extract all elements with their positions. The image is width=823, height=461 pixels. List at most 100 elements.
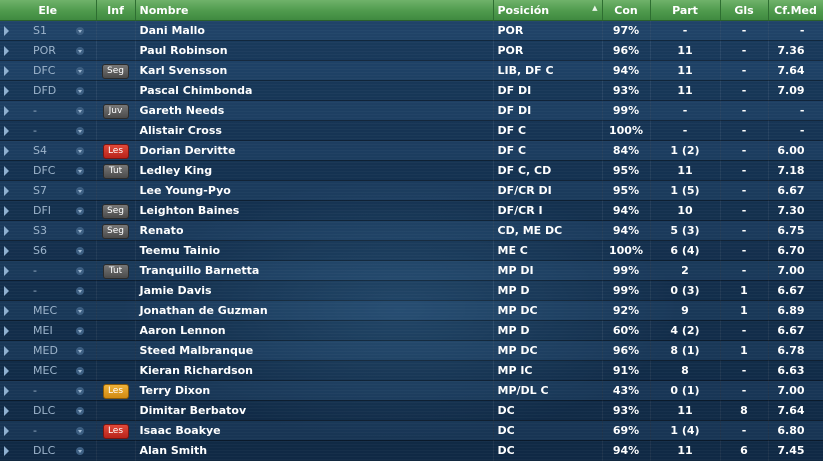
player-name[interactable]: Gareth Needs [135,100,494,121]
dropdown-icon[interactable] [76,287,84,295]
dropdown-icon[interactable] [76,87,84,95]
col-header-cfmed[interactable]: Cf.Med [768,0,823,21]
player-name[interactable]: Jamie Davis [135,280,494,301]
player-name[interactable]: Kieran Richardson [135,360,494,381]
dropdown-icon[interactable] [76,267,84,275]
player-name[interactable]: Terry Dixon [135,380,494,401]
selection-cell[interactable]: - [0,280,97,301]
player-name[interactable]: Lee Young-Pyo [135,180,494,201]
expand-triangle-icon[interactable] [4,106,9,116]
selection-cell[interactable]: MEI [0,320,97,341]
expand-triangle-icon[interactable] [4,426,9,436]
expand-triangle-icon[interactable] [4,346,9,356]
dropdown-icon[interactable] [76,347,84,355]
player-row[interactable]: DFC Tut Ledley King DF C, CD 95% 11 - 7.… [0,160,823,181]
status-badge[interactable]: Les [102,423,129,439]
player-row[interactable]: S7 Lee Young-Pyo DF/CR DI 95% 1 (5) - 6.… [0,180,823,201]
col-header-posicion[interactable]: Posición ▲ [493,0,603,21]
player-row[interactable]: - Les Isaac Boakye DC 69% 1 (4) - 6.80 [0,420,823,441]
expand-triangle-icon[interactable] [4,286,9,296]
selection-cell[interactable]: DFI [0,200,97,221]
expand-triangle-icon[interactable] [4,266,9,276]
player-row[interactable]: - Juv Gareth Needs DF DI 99% - - - [0,100,823,121]
player-row[interactable]: - Tut Tranquillo Barnetta MP DI 99% 2 - … [0,260,823,281]
player-name[interactable]: Dorian Dervitte [135,140,494,161]
player-row[interactable]: DFC Seg Karl Svensson LIB, DF C 94% 11 -… [0,60,823,81]
dropdown-icon[interactable] [76,327,84,335]
player-name[interactable]: Dani Mallo [135,20,494,41]
col-header-con[interactable]: Con [602,0,651,21]
player-row[interactable]: S4 Les Dorian Dervitte DF C 84% 1 (2) - … [0,140,823,161]
selection-cell[interactable]: S3 [0,220,97,241]
player-row[interactable]: - Les Terry Dixon MP/DL C 43% 0 (1) - 7.… [0,380,823,401]
col-header-part[interactable]: Part [650,0,721,21]
selection-cell[interactable]: - [0,380,97,401]
player-row[interactable]: MEI Aaron Lennon MP D 60% 4 (2) - 6.67 [0,320,823,341]
dropdown-icon[interactable] [76,167,84,175]
dropdown-icon[interactable] [76,307,84,315]
col-header-inf[interactable]: Inf [96,0,136,21]
selection-cell[interactable]: DLC [0,440,97,461]
player-name[interactable]: Alistair Cross [135,120,494,141]
player-row[interactable]: POR Paul Robinson POR 96% 11 - 7.36 [0,40,823,61]
player-name[interactable]: Teemu Tainio [135,240,494,261]
dropdown-icon[interactable] [76,47,84,55]
dropdown-icon[interactable] [76,447,84,455]
expand-triangle-icon[interactable] [4,226,9,236]
player-row[interactable]: S3 Seg Renato CD, ME DC 94% 5 (3) - 6.75 [0,220,823,241]
selection-cell[interactable]: - [0,420,97,441]
expand-triangle-icon[interactable] [4,86,9,96]
expand-triangle-icon[interactable] [4,46,9,56]
player-row[interactable]: S1 Dani Mallo POR 97% - - - [0,20,823,41]
status-badge[interactable]: Seg [102,203,129,219]
selection-cell[interactable]: MEC [0,300,97,321]
selection-cell[interactable]: MEC [0,360,97,381]
expand-triangle-icon[interactable] [4,446,9,456]
player-row[interactable]: DLC Dimitar Berbatov DC 93% 11 8 7.64 [0,400,823,421]
player-name[interactable]: Pascal Chimbonda [135,80,494,101]
expand-triangle-icon[interactable] [4,166,9,176]
selection-cell[interactable]: DFC [0,60,97,81]
player-row[interactable]: MEC Kieran Richardson MP IC 91% 8 - 6.63 [0,360,823,381]
player-row[interactable]: - Jamie Davis MP D 99% 0 (3) 1 6.67 [0,280,823,301]
expand-triangle-icon[interactable] [4,326,9,336]
player-row[interactable]: DLC Alan Smith DC 94% 11 6 7.45 [0,440,823,461]
selection-cell[interactable]: MED [0,340,97,361]
expand-triangle-icon[interactable] [4,206,9,216]
status-badge[interactable]: Les [102,143,129,159]
player-name[interactable]: Aaron Lennon [135,320,494,341]
selection-cell[interactable]: - [0,260,97,281]
col-header-ele[interactable]: Ele [0,0,97,21]
dropdown-icon[interactable] [76,247,84,255]
player-name[interactable]: Karl Svensson [135,60,494,81]
player-row[interactable]: S6 Teemu Tainio ME C 100% 6 (4) - 6.70 [0,240,823,261]
status-badge[interactable]: Tut [102,263,129,279]
selection-cell[interactable]: S4 [0,140,97,161]
dropdown-icon[interactable] [76,227,84,235]
expand-triangle-icon[interactable] [4,26,9,36]
dropdown-icon[interactable] [76,407,84,415]
expand-triangle-icon[interactable] [4,66,9,76]
expand-triangle-icon[interactable] [4,186,9,196]
player-name[interactable]: Isaac Boakye [135,420,494,441]
expand-triangle-icon[interactable] [4,246,9,256]
player-name[interactable]: Ledley King [135,160,494,181]
selection-cell[interactable]: POR [0,40,97,61]
dropdown-icon[interactable] [76,427,84,435]
player-name[interactable]: Steed Malbranque [135,340,494,361]
player-name[interactable]: Jonathan de Guzman [135,300,494,321]
dropdown-icon[interactable] [76,67,84,75]
selection-cell[interactable]: DFD [0,80,97,101]
selection-cell[interactable]: DFC [0,160,97,181]
player-row[interactable]: DFI Seg Leighton Baines DF/CR I 94% 10 -… [0,200,823,221]
status-badge[interactable]: Tut [102,163,129,179]
player-name[interactable]: Renato [135,220,494,241]
expand-triangle-icon[interactable] [4,366,9,376]
dropdown-icon[interactable] [76,107,84,115]
dropdown-icon[interactable] [76,187,84,195]
selection-cell[interactable]: - [0,120,97,141]
col-header-nombre[interactable]: Nombre [135,0,494,21]
player-row[interactable]: MED Steed Malbranque MP DC 96% 8 (1) 1 6… [0,340,823,361]
player-row[interactable]: MEC Jonathan de Guzman MP DC 92% 9 1 6.8… [0,300,823,321]
expand-triangle-icon[interactable] [4,146,9,156]
